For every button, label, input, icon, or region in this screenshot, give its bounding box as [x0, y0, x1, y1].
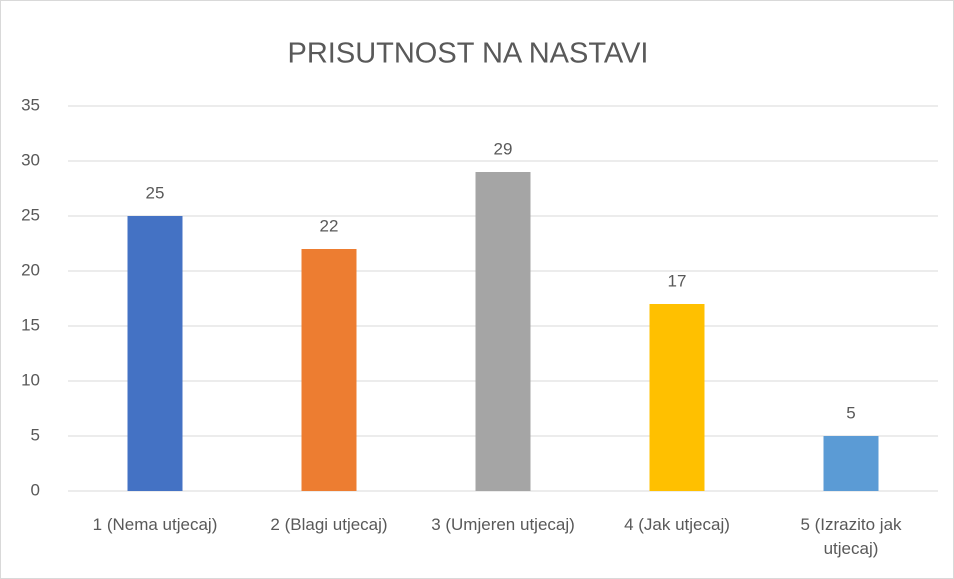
data-label: 25: [146, 183, 165, 202]
data-label: 29: [494, 139, 513, 158]
bar: [301, 249, 357, 491]
y-tick-label: 10: [21, 370, 40, 389]
bar: [649, 304, 705, 491]
y-tick-label: 25: [21, 205, 40, 224]
y-tick-label: 15: [21, 315, 40, 334]
data-label: 22: [320, 216, 339, 235]
x-tick-label: 4 (Jak utjecaj): [624, 515, 730, 534]
x-tick-label: 1 (Nema utjecaj): [92, 515, 218, 534]
bar: [823, 436, 879, 491]
y-tick-label: 20: [21, 260, 40, 279]
data-label: 17: [668, 271, 687, 290]
x-tick-label: 3 (Umjeren utjecaj): [431, 515, 575, 534]
chart-title: PRISUTNOST NA NASTAVI: [288, 38, 649, 70]
data-label: 5: [846, 403, 855, 422]
bar: [475, 172, 531, 491]
y-tick-label: 5: [31, 425, 40, 444]
y-tick-label: 0: [31, 480, 40, 499]
x-tick-label: 2 (Blagi utjecaj): [270, 515, 388, 534]
bar: [127, 216, 183, 491]
x-tick-label: 5 (Izrazito jak utjecaj): [800, 515, 902, 558]
y-tick-label: 35: [21, 95, 40, 114]
y-tick-label: 30: [21, 150, 40, 169]
